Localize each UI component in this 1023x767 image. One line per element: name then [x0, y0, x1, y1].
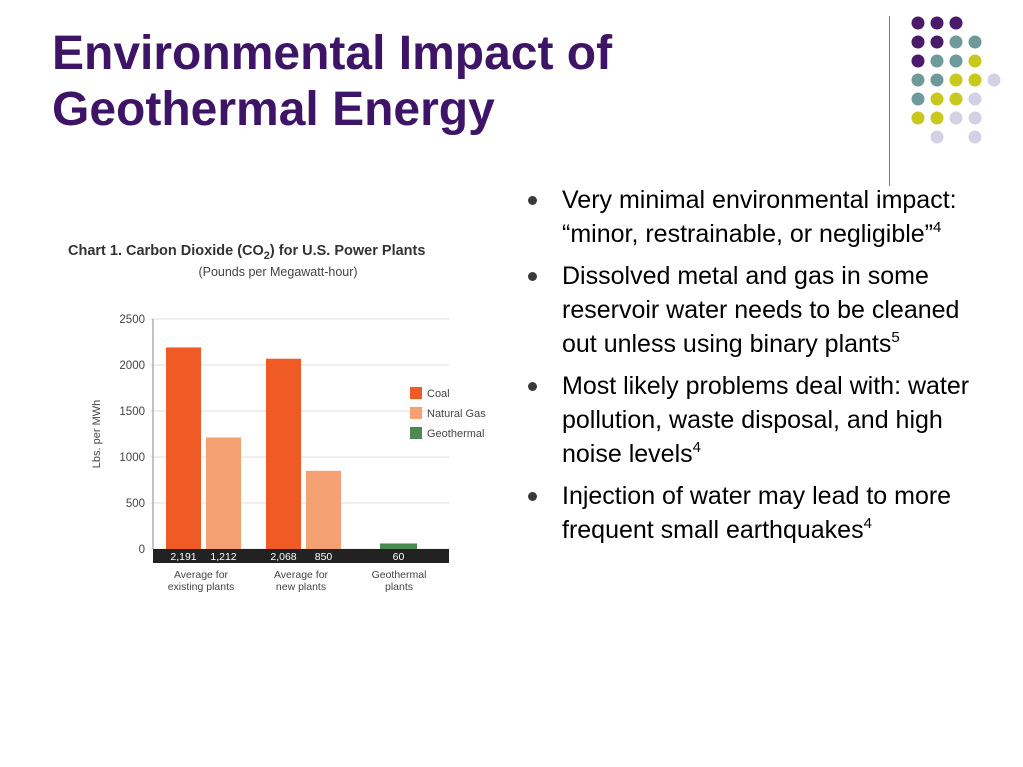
bar-coal [266, 358, 301, 549]
bar-value-label: 2,191 [170, 551, 196, 563]
legend-label: Coal [427, 388, 450, 400]
bullet-text: Injection of water may lead to more freq… [562, 482, 952, 544]
decor-dot [968, 130, 982, 144]
bar-coal [166, 347, 201, 549]
decor-dot [968, 73, 982, 87]
y-tick-label: 2000 [119, 360, 145, 372]
category-label: Geothermal [372, 569, 427, 581]
category-label: existing plants [168, 581, 235, 593]
bar-natural-gas [206, 437, 241, 549]
category-label: new plants [276, 581, 326, 593]
decor-dot [949, 92, 963, 106]
bullet-dot-icon [528, 492, 537, 501]
decor-dot-grid [911, 16, 1001, 144]
bar-value-label: 850 [315, 551, 333, 563]
bullet-dot-icon [528, 382, 537, 391]
bullet-list: Very minimal environmental impact: “mino… [524, 183, 994, 555]
decor-dot [968, 35, 982, 49]
decor-dot [968, 54, 982, 68]
decor-dot [930, 111, 944, 125]
decor-dot [911, 35, 925, 49]
bar-value-label: 60 [393, 551, 405, 563]
decor-dot [911, 92, 925, 106]
chart-title: Chart 1. Carbon Dioxide (CO2) for U.S. P… [68, 243, 425, 262]
bar-natural-gas [306, 470, 341, 549]
y-tick-label: 500 [126, 498, 145, 510]
value-label-strip [153, 549, 449, 563]
bullet-text: Very minimal environmental impact: “mino… [562, 186, 957, 248]
decor-dot [930, 35, 944, 49]
slide-title: Environmental Impact of Geothermal Energ… [52, 26, 852, 138]
y-tick-label: 2500 [119, 314, 145, 326]
bullet-item: Dissolved metal and gas in some reservoi… [524, 259, 994, 361]
bullet-footnote: 4 [933, 219, 942, 236]
bullet-item: Most likely problems deal with: water po… [524, 369, 994, 471]
decor-dot [930, 54, 944, 68]
bullet-footnote: 4 [692, 439, 701, 456]
co2-bar-chart: Chart 1. Carbon Dioxide (CO2) for U.S. P… [68, 243, 486, 593]
decor-dot [968, 111, 982, 125]
legend-swatch [410, 407, 422, 419]
legend-label: Geothermal [427, 428, 484, 440]
bullet-text: Most likely problems deal with: water po… [562, 372, 970, 468]
decor-dot [949, 111, 963, 125]
bullet-item: Very minimal environmental impact: “mino… [524, 183, 994, 251]
decor-dot [987, 73, 1001, 87]
bullet-footnote: 5 [891, 329, 900, 346]
category-label: plants [385, 581, 413, 593]
decor-dot [930, 73, 944, 87]
legend-swatch [410, 387, 422, 399]
y-tick-label: 1500 [119, 406, 145, 418]
category-label: Average for [274, 569, 329, 581]
decor-dot [911, 73, 925, 87]
decor-dot [968, 92, 982, 106]
decor-dot [911, 16, 925, 30]
bullet-item: Injection of water may lead to more freq… [524, 479, 994, 547]
decor-dot [949, 16, 963, 30]
decor-dot [930, 92, 944, 106]
y-tick-label: 1000 [119, 452, 145, 464]
y-tick-label: 0 [139, 544, 145, 556]
decor-divider-line [889, 16, 890, 186]
decor-dot [911, 111, 925, 125]
bullet-text: Dissolved metal and gas in some reservoi… [562, 262, 960, 358]
decor-dot [911, 54, 925, 68]
title-line-1: Environmental Impact of [52, 27, 613, 80]
title-line-2: Geothermal Energy [52, 83, 495, 136]
decor-dot [949, 73, 963, 87]
decor-dot [930, 130, 944, 144]
y-axis-label: Lbs. per MWh [91, 400, 103, 468]
chart-subtitle: (Pounds per Megawatt-hour) [198, 265, 357, 279]
bar-geothermal [380, 543, 417, 549]
decor-dot [949, 35, 963, 49]
decor-dot [930, 16, 944, 30]
bullet-footnote: 4 [863, 515, 872, 532]
bar-value-label: 2,068 [270, 551, 296, 563]
bullet-dot-icon [528, 196, 537, 205]
decor-dot [949, 54, 963, 68]
category-label: Average for [174, 569, 229, 581]
legend-label: Natural Gas [427, 408, 486, 420]
legend-swatch [410, 427, 422, 439]
bullet-dot-icon [528, 272, 537, 281]
bar-value-label: 1,212 [210, 551, 236, 563]
